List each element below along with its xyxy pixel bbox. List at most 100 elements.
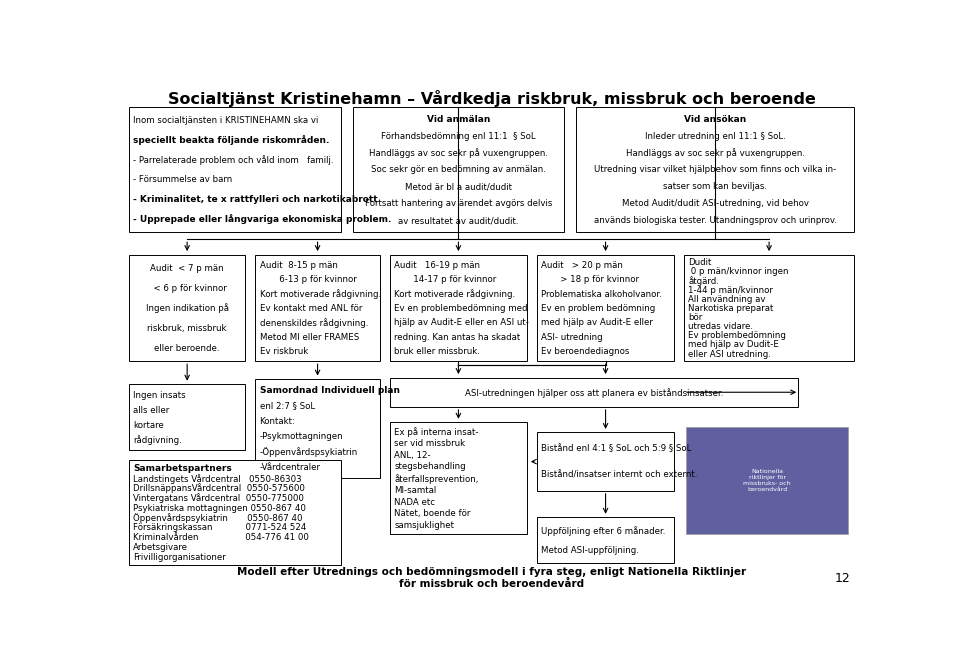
Text: av resultatet av audit/dudit.: av resultatet av audit/dudit. (398, 216, 519, 225)
Text: stegsbehandling: stegsbehandling (394, 463, 466, 471)
FancyBboxPatch shape (576, 107, 854, 232)
FancyBboxPatch shape (129, 255, 246, 361)
Text: redning. Kan antas ha skadat: redning. Kan antas ha skadat (394, 333, 521, 342)
FancyBboxPatch shape (389, 422, 527, 534)
Text: Ev riskbruk: Ev riskbruk (260, 347, 308, 356)
FancyBboxPatch shape (537, 432, 674, 491)
Text: alls eller: alls eller (133, 406, 170, 414)
Text: rådgivning.: rådgivning. (133, 435, 182, 445)
Text: -Psykmottagningen: -Psykmottagningen (260, 432, 343, 442)
Text: Audit  8-15 p män: Audit 8-15 p män (260, 261, 338, 270)
Text: Fortsatt hantering av ärendet avgörs delvis: Fortsatt hantering av ärendet avgörs del… (364, 199, 552, 209)
Text: Soc sekr gör en bedömning av anmälan.: Soc sekr gör en bedömning av anmälan. (371, 166, 546, 174)
Text: Psykiatriska mottagningen 0550-867 40: Psykiatriska mottagningen 0550-867 40 (133, 504, 306, 513)
Text: Inleder utredning enl 11:1 § SoL.: Inleder utredning enl 11:1 § SoL. (644, 131, 785, 141)
Text: Vid anmälan: Vid anmälan (427, 115, 490, 123)
Text: - Försummelse av barn: - Försummelse av barn (133, 176, 232, 184)
Text: Ex på interna insat-: Ex på interna insat- (394, 427, 479, 437)
FancyBboxPatch shape (389, 255, 527, 361)
Text: riskbruk, missbruk: riskbruk, missbruk (148, 324, 227, 333)
Text: ANL, 12-: ANL, 12- (394, 451, 431, 459)
Text: Öppenvårdspsykiatrin       0550-867 40: Öppenvårdspsykiatrin 0550-867 40 (133, 513, 303, 523)
Text: Narkotiska preparat: Narkotiska preparat (689, 304, 774, 313)
Text: åtgärd.: åtgärd. (689, 276, 719, 286)
Text: Handläggs av soc sekr på vuxengruppen.: Handläggs av soc sekr på vuxengruppen. (625, 148, 805, 158)
Text: 12: 12 (834, 572, 851, 585)
Text: Metod är bl a audit/dudit: Metod är bl a audit/dudit (405, 182, 512, 191)
Text: Vid ansökan: Vid ansökan (684, 115, 746, 123)
FancyBboxPatch shape (687, 427, 849, 534)
Text: eller ASI utredning.: eller ASI utredning. (689, 350, 771, 358)
FancyBboxPatch shape (255, 255, 380, 361)
Text: utredas vidare.: utredas vidare. (689, 322, 754, 331)
Text: eller beroende.: eller beroende. (154, 344, 220, 353)
Text: Metod ASI-uppföljning.: Metod ASI-uppföljning. (541, 546, 639, 555)
Text: Problematiska alkoholvanor.: Problematiska alkoholvanor. (541, 290, 662, 298)
Text: satser som kan beviljas.: satser som kan beviljas. (664, 182, 767, 191)
Text: Kort motiverade rådgivning.: Kort motiverade rådgivning. (260, 289, 381, 299)
Text: 1-44 p män/kvinnor: 1-44 p män/kvinnor (689, 286, 773, 294)
Text: ser vid missbruk: ser vid missbruk (394, 439, 465, 448)
Text: 0 p män/kvinnor ingen: 0 p män/kvinnor ingen (689, 267, 789, 277)
Text: med hjälp av Audit-E eller: med hjälp av Audit-E eller (541, 318, 653, 327)
Text: Ev problembedömning: Ev problembedömning (689, 331, 786, 341)
Text: Ev beroendediagnos: Ev beroendediagnos (541, 347, 630, 356)
FancyBboxPatch shape (129, 461, 340, 564)
Text: Ev en problem bedömning: Ev en problem bedömning (541, 304, 656, 313)
Text: Arbetsgivare: Arbetsgivare (133, 543, 188, 552)
Text: Frivilligorganisationer: Frivilligorganisationer (133, 552, 226, 562)
Text: Utredning visar vilket hjälpbehov som finns och vilka in-: Utredning visar vilket hjälpbehov som fi… (594, 166, 836, 174)
Text: Ev kontakt med ANL för: Ev kontakt med ANL för (260, 304, 362, 313)
Text: hjälp av Audit-E eller en ASI ut-: hjälp av Audit-E eller en ASI ut- (394, 318, 529, 327)
Text: Dudit: Dudit (689, 258, 712, 267)
Text: < 6 p för kvinnor: < 6 p för kvinnor (148, 284, 226, 293)
Text: speciellt beakta följande riskområden.: speciellt beakta följande riskområden. (133, 135, 330, 145)
FancyBboxPatch shape (255, 379, 380, 478)
Text: Bistånd enl 4:1 § SoL och 5:9 § SoL: Bistånd enl 4:1 § SoL och 5:9 § SoL (541, 445, 691, 453)
Text: Vintergatans Vårdcentral  0550-775000: Vintergatans Vårdcentral 0550-775000 (133, 493, 304, 503)
Text: Kriminalvården                 054-776 41 00: Kriminalvården 054-776 41 00 (133, 533, 309, 542)
Text: bör: bör (689, 313, 703, 322)
Text: återfallsprevention,: återfallsprevention, (394, 474, 479, 484)
Text: Ev en problembedömning med: Ev en problembedömning med (394, 304, 527, 313)
Text: kortare: kortare (133, 420, 164, 430)
Text: Landstingets Vårdcentral   0550-86303: Landstingets Vårdcentral 0550-86303 (133, 474, 302, 484)
Text: Ingen insats: Ingen insats (133, 391, 186, 400)
Text: Nationella
riktlinjer för
missbruks- och
beroendvård: Nationella riktlinjer för missbruks- och… (743, 469, 791, 492)
Text: Bistånd/insatser internt och externt.: Bistånd/insatser internt och externt. (541, 471, 697, 480)
Text: Socialtjänst Kristinehamn – Vårdkedja riskbruk, missbruk och beroende: Socialtjänst Kristinehamn – Vårdkedja ri… (168, 90, 815, 107)
Text: ASI-utredningen hjälper oss att planera ev biståndsinsatser.: ASI-utredningen hjälper oss att planera … (465, 388, 723, 398)
Text: Nätet, boende för: Nätet, boende för (394, 510, 471, 518)
Text: -Vårdcentraler: -Vårdcentraler (260, 463, 320, 473)
Text: med hjälp av Dudit-E: med hjälp av Dudit-E (689, 341, 780, 350)
Text: Handläggs av soc sekr på vuxengruppen.: Handläggs av soc sekr på vuxengruppen. (369, 148, 548, 158)
Text: MI-samtal: MI-samtal (394, 486, 436, 495)
Text: Försäkringskassan            0771-524 524: Försäkringskassan 0771-524 524 (133, 523, 307, 532)
Text: 6-13 p för kvinnor: 6-13 p för kvinnor (260, 275, 357, 284)
Text: NADA etc: NADA etc (394, 498, 435, 507)
Text: All användning av: All användning av (689, 295, 766, 304)
Text: Uppföljning efter 6 månader.: Uppföljning efter 6 månader. (541, 526, 666, 536)
FancyBboxPatch shape (129, 384, 246, 450)
Text: samsjuklighet: samsjuklighet (394, 521, 455, 530)
Text: DrillsnäppansVårdcentral  0550-575600: DrillsnäppansVårdcentral 0550-575600 (133, 484, 305, 494)
Text: används biologiska tester. Utandningsprov och urinprov.: används biologiska tester. Utandningspro… (594, 216, 836, 225)
Text: - Kriminalitet, te x rattfylleri och narkotikabrott.: - Kriminalitet, te x rattfylleri och nar… (133, 195, 382, 204)
FancyBboxPatch shape (389, 378, 799, 407)
Text: - Parrelaterade problem och våld inom   familj.: - Parrelaterade problem och våld inom fa… (133, 155, 334, 165)
Text: 14-17 p för kvinnor: 14-17 p för kvinnor (394, 275, 497, 284)
Text: Samarbetspartners: Samarbetspartners (133, 465, 232, 473)
Text: Förhandsbedömning enl 11:1  § SoL: Förhandsbedömning enl 11:1 § SoL (381, 131, 536, 141)
Text: Ingen indikation på: Ingen indikation på (146, 304, 228, 314)
Text: Kontakt:: Kontakt: (260, 417, 295, 426)
Text: denenskildes rådgivning.: denenskildes rådgivning. (260, 318, 368, 328)
Text: > 18 p för kvinnor: > 18 p för kvinnor (541, 275, 640, 284)
Text: enl 2:7 § SoL: enl 2:7 § SoL (260, 401, 315, 411)
Text: Samordnad Individuell plan: Samordnad Individuell plan (260, 386, 400, 395)
Text: ASI- utredning: ASI- utredning (541, 333, 603, 342)
Text: Metod MI eller FRAMES: Metod MI eller FRAMES (260, 333, 359, 342)
Text: Kort motiverade rådgivning.: Kort motiverade rådgivning. (394, 289, 515, 299)
Text: Audit   16-19 p män: Audit 16-19 p män (394, 261, 480, 270)
FancyBboxPatch shape (129, 107, 340, 232)
Text: Metod Audit/dudit ASI-utredning, vid behov: Metod Audit/dudit ASI-utredning, vid beh… (621, 199, 808, 209)
